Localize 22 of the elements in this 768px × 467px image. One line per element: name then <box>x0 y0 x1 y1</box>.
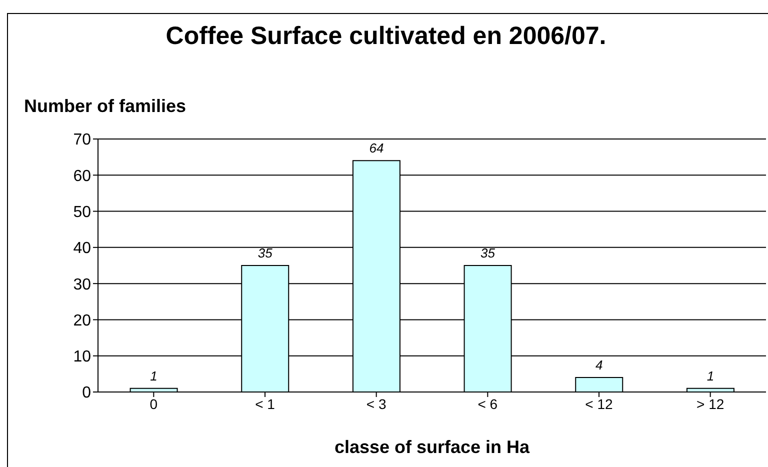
data-label: 35 <box>258 246 274 260</box>
y-tick-label: 20 <box>73 312 92 330</box>
chart-title: Coffee Surface cultivated en 2006/07. <box>164 22 608 51</box>
data-label: 1 <box>706 368 714 384</box>
x-tick-label: < 6 <box>478 396 498 412</box>
y-tick-label: 30 <box>73 276 92 294</box>
data-label: 35 <box>480 246 496 260</box>
x-tick-label: > 12 <box>696 396 724 412</box>
y-tick-label: 60 <box>73 168 92 185</box>
data-label: 1 <box>150 368 158 384</box>
x-tick-label: < 1 <box>255 396 276 412</box>
y-axis-title: Number of families <box>24 96 186 117</box>
y-tick-label: 70 <box>73 132 92 149</box>
y-tick-label: 40 <box>73 240 92 258</box>
x-tick-label: < 3 <box>366 396 386 412</box>
y-tick-label: 50 <box>73 204 92 221</box>
y-tick-label: 10 <box>73 348 92 366</box>
data-label: 64 <box>369 140 384 156</box>
x-tick-label: 0 <box>150 396 158 412</box>
data-label: 4 <box>596 358 603 373</box>
x-axis-title: classe of surface in Ha <box>333 437 531 458</box>
x-tick-label: < 12 <box>585 396 614 412</box>
